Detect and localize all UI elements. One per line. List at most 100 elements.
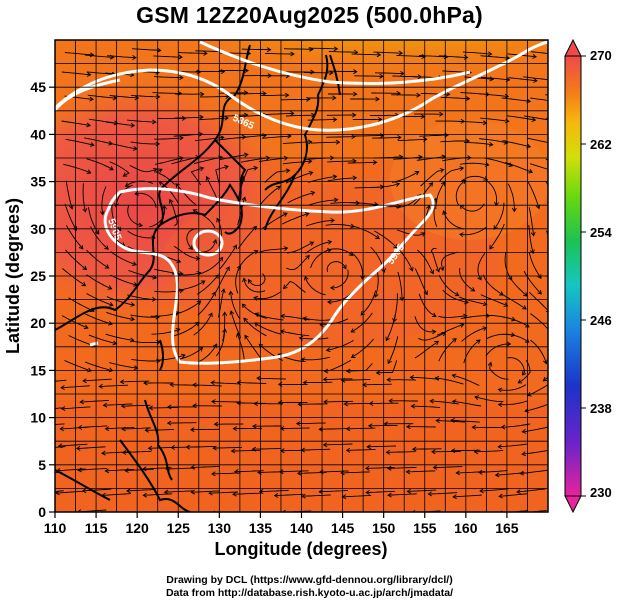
streamline [441, 251, 459, 271]
streamline [108, 142, 137, 150]
streamline [376, 360, 398, 374]
streamline-arrowhead [244, 334, 249, 340]
streamline [485, 180, 498, 206]
streamline [84, 313, 113, 325]
y-tick-label: 20 [30, 315, 46, 331]
streamline [62, 268, 86, 286]
streamline [462, 51, 492, 55]
streamline-arrowhead [542, 359, 548, 365]
streamline [262, 135, 291, 139]
streamline-arrowhead [147, 445, 153, 451]
streamline [529, 163, 548, 170]
streamline [387, 466, 417, 469]
x-tick-label: 160 [454, 520, 478, 536]
streamline-arrowhead [477, 469, 483, 475]
streamline-arrowhead [262, 91, 267, 96]
streamline [341, 379, 371, 381]
streamline-arrowhead [34, 472, 38, 476]
y-axis: 0 5 10 15 20 25 30 35 40 45 [30, 79, 55, 520]
streamline-arrowhead [310, 69, 315, 75]
streamline-arrowhead [231, 513, 235, 517]
streamline-arrowhead [411, 510, 416, 512]
streamline-arrowhead [377, 117, 383, 122]
streamline-arrowhead [498, 493, 503, 499]
streamline [240, 167, 258, 188]
streamline [197, 292, 216, 316]
streamline-arrowhead [236, 264, 242, 270]
streamline-arrowhead [228, 290, 234, 296]
x-tick-label: 145 [331, 520, 355, 536]
streamline-arrowhead [352, 112, 357, 118]
streamline [237, 381, 267, 384]
streamline [507, 183, 515, 212]
streamline-arrowhead [124, 182, 130, 187]
streamline-arrowhead [434, 515, 438, 519]
streamline-arrowhead [431, 329, 437, 335]
streamline [105, 517, 134, 519]
streamline-arrowhead [350, 353, 356, 358]
streamline [110, 274, 138, 286]
streamline [319, 490, 349, 493]
streamline-arrowhead [179, 135, 184, 141]
streamline-arrowhead [220, 135, 225, 141]
streamline [129, 164, 158, 173]
streamline [82, 488, 112, 492]
streamline [529, 291, 548, 312]
streamline [459, 268, 475, 292]
streamline-arrowhead [451, 399, 457, 405]
streamline-arrowhead [470, 287, 476, 292]
streamline-arrowhead [474, 395, 480, 401]
streamline-arrowhead [479, 488, 484, 494]
streamline-arrowhead [309, 241, 315, 246]
streamline [463, 339, 481, 364]
streamline-arrowhead [253, 249, 259, 255]
streamline-arrowhead [102, 402, 108, 408]
streamline [546, 275, 548, 279]
streamline [299, 515, 328, 516]
streamline [282, 160, 312, 165]
streamline [326, 261, 347, 273]
streamline [55, 423, 65, 425]
streamline [522, 426, 548, 433]
streamline [523, 270, 542, 295]
streamline-arrowhead [318, 426, 324, 432]
streamline-arrowhead [410, 403, 416, 409]
streamline-arrowhead [211, 471, 216, 477]
streamline [61, 71, 91, 76]
streamline-arrowhead [304, 212, 310, 217]
streamline-arrowhead [241, 196, 247, 202]
streamline-arrowhead [406, 488, 412, 494]
streamline [460, 162, 489, 166]
streamline-arrowhead [83, 324, 89, 330]
x-tick-label: 135 [249, 520, 273, 536]
streamline-arrowhead [130, 316, 136, 322]
streamline [344, 402, 374, 405]
streamline [178, 52, 207, 54]
streamline-arrowhead [405, 469, 411, 475]
streamline-arrowhead [332, 174, 338, 180]
streamline [305, 241, 332, 254]
streamline-arrowhead [367, 423, 373, 429]
streamline-arrowhead [351, 134, 356, 140]
streamline [438, 274, 460, 296]
streamline [60, 516, 89, 518]
streamline-arrowhead [254, 312, 260, 317]
colorbar-tick-label: 238 [590, 401, 612, 416]
x-axis-title: Longitude (degrees) [214, 539, 387, 559]
streamline [86, 293, 113, 306]
streamline [342, 494, 372, 498]
streamline [495, 472, 525, 476]
streamline [124, 468, 154, 472]
streamline-arrowhead [87, 367, 92, 373]
streamline-arrowhead [503, 302, 509, 307]
streamline [130, 141, 160, 145]
streamline-arrowhead [521, 305, 527, 310]
streamline-arrowhead [86, 122, 91, 128]
streamline [237, 134, 267, 139]
streamline-arrowhead [327, 299, 332, 305]
streamline-arrowhead [155, 141, 161, 147]
streamline-arrowhead [212, 445, 217, 451]
streamline [191, 490, 221, 493]
streamline [265, 112, 294, 115]
streamline-arrowhead [473, 449, 479, 455]
